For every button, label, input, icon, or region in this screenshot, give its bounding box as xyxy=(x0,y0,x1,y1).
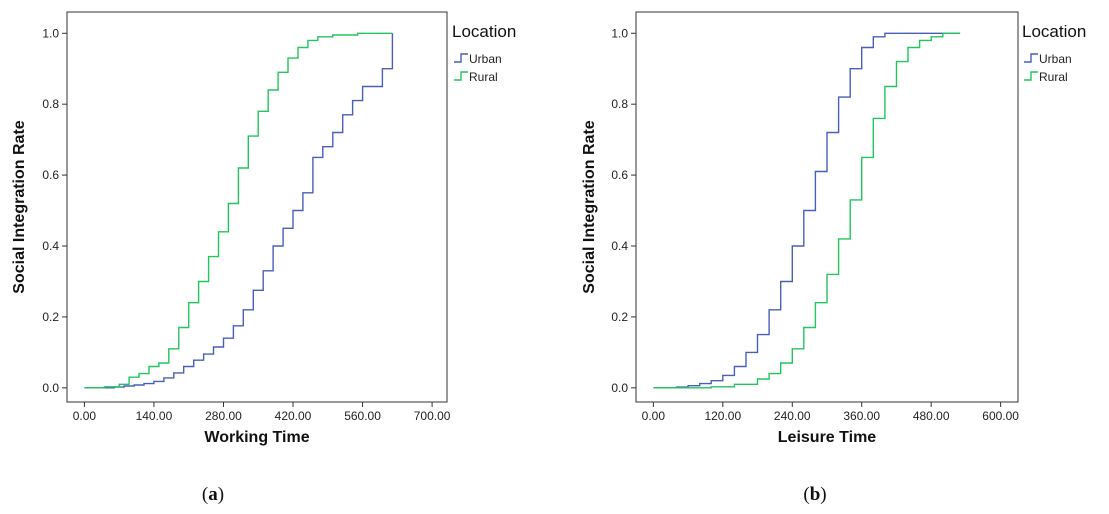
x-axis-title: Leisure Time xyxy=(778,429,877,446)
legend-label-urban: Urban xyxy=(1039,52,1072,66)
legend-title: Location xyxy=(1022,22,1086,41)
legend-title: Location xyxy=(452,22,516,41)
x-tick-label: 0.00 xyxy=(73,409,97,423)
y-tick-label: 0.2 xyxy=(42,310,59,324)
series-line-rural xyxy=(653,32,961,389)
y-tick-label: 0.2 xyxy=(611,310,628,324)
x-tick-label: 420.00 xyxy=(275,409,312,423)
y-tick-label: 0.0 xyxy=(42,381,59,395)
series-line-urban xyxy=(653,32,961,389)
series-line-urban xyxy=(84,33,394,389)
x-tick-label: 280.00 xyxy=(205,409,242,423)
x-tick-label: 360.00 xyxy=(843,409,880,423)
x-tick-label: 120.00 xyxy=(704,409,741,423)
legend-label-urban: Urban xyxy=(469,52,502,66)
x-tick-label: 600.00 xyxy=(982,409,1019,423)
y-tick-label: 0.8 xyxy=(611,97,628,111)
legend-swatch-rural xyxy=(454,71,468,81)
legend-label-rural: Rural xyxy=(469,70,498,84)
legend-swatch-urban xyxy=(1024,53,1038,63)
x-tick-label: 0.00 xyxy=(642,409,666,423)
y-axis-title: Social Integration Rate xyxy=(11,120,28,293)
x-tick-label: 700.00 xyxy=(414,409,451,423)
panel-caption: (b) xyxy=(803,484,826,505)
x-tick-label: 240.00 xyxy=(774,409,811,423)
x-tick-label: 560.00 xyxy=(344,409,381,423)
y-axis-title: Social Integration Rate xyxy=(581,120,598,293)
panel-caption: (a) xyxy=(202,484,224,505)
y-tick-label: 0.4 xyxy=(42,239,59,253)
y-tick-label: 0.6 xyxy=(611,168,628,182)
y-tick-label: 0.0 xyxy=(611,381,628,395)
chart-panel-b: 0.00 120.00 240.00 360.00 480.00 600.00 0.0 0.2… xyxy=(581,11,1086,505)
y-tick-label: 1.0 xyxy=(42,26,59,40)
legend-label-rural: Rural xyxy=(1039,70,1068,84)
x-axis-title: Working Time xyxy=(204,429,309,446)
legend-swatch-urban xyxy=(454,53,468,63)
plot-frame xyxy=(66,11,448,403)
legend-swatch-rural xyxy=(1024,71,1038,81)
y-tick-label: 0.6 xyxy=(42,168,59,182)
y-tick-label: 0.8 xyxy=(42,97,59,111)
y-tick-label: 1.0 xyxy=(611,26,628,40)
plot-frame xyxy=(635,11,1019,403)
x-tick-label: 140.00 xyxy=(136,409,173,423)
chart-panel-a: 0.00 140.00 280.00 420.00 560.00 700.00 0.0 0.2… xyxy=(11,11,516,505)
series-line-rural xyxy=(84,32,393,389)
x-tick-label: 480.00 xyxy=(913,409,950,423)
y-tick-label: 0.4 xyxy=(611,239,628,253)
